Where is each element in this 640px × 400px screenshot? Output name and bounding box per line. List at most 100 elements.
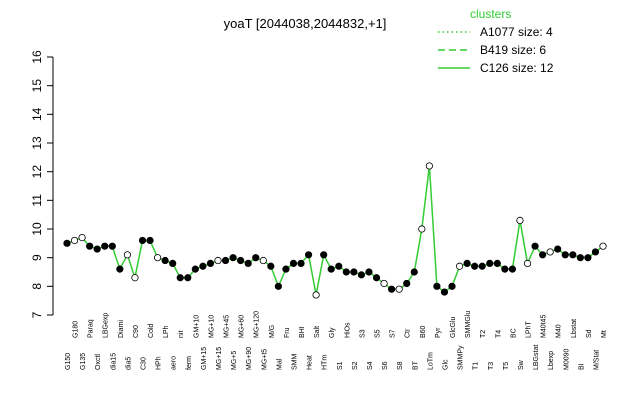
data-point bbox=[93, 245, 101, 253]
x-axis-labels: G150 G180 G135 Paraq Oxctl LBGexp dia15 Diami di… bbox=[65, 311, 608, 370]
data-point bbox=[455, 262, 464, 270]
x-tick-label: MG+t5 bbox=[261, 349, 268, 370]
data-point bbox=[131, 274, 139, 282]
x-tick-label: LBGexp bbox=[103, 313, 110, 338]
data-point bbox=[63, 239, 71, 247]
legend: clusters A1077 size: 4 B419 size: 6 C126 s… bbox=[438, 7, 554, 75]
x-tick-label: G150 bbox=[65, 353, 72, 370]
data-point bbox=[161, 256, 169, 265]
data-point bbox=[448, 282, 456, 290]
y-tick-label: 8 bbox=[30, 283, 44, 290]
x-tick-label: Glc bbox=[442, 359, 449, 370]
data-point bbox=[320, 251, 328, 259]
x-tick-label: S2 bbox=[352, 361, 359, 370]
data-point bbox=[372, 274, 381, 282]
data-point bbox=[123, 251, 131, 259]
data-point bbox=[486, 259, 494, 267]
data-point bbox=[229, 254, 237, 262]
x-tick-label: Heat bbox=[307, 355, 314, 370]
x-tick-label: G180 bbox=[73, 321, 80, 338]
x-tick-label: dia5 bbox=[125, 357, 132, 370]
x-tick-label: S3 bbox=[359, 329, 366, 338]
data-point bbox=[591, 248, 600, 256]
x-tick-label: Lbstat bbox=[571, 319, 578, 338]
data-point bbox=[561, 251, 569, 259]
x-tick-label: MG+15 bbox=[216, 347, 223, 370]
data-point bbox=[146, 236, 154, 245]
data-point bbox=[244, 259, 252, 267]
x-tick-label: dia15 bbox=[110, 353, 117, 370]
x-tick-label: B60 bbox=[420, 325, 427, 338]
x-tick-label: Lbexp bbox=[548, 351, 555, 370]
x-tick-label: T2 bbox=[480, 330, 487, 338]
x-tick-label: Oxctl bbox=[95, 354, 102, 370]
x-tick-label: SMMGlu bbox=[465, 311, 472, 338]
x-tick-label: HTm bbox=[322, 355, 329, 370]
data-point bbox=[350, 268, 358, 276]
y-axis: 7 8 9 10 11 12 13 14 15 16 bbox=[30, 50, 54, 318]
data-point bbox=[86, 242, 94, 250]
data-point bbox=[267, 262, 275, 270]
legend-label: C126 size: 12 bbox=[480, 61, 554, 75]
x-tick-label: MG+45 bbox=[224, 315, 231, 338]
data-point bbox=[478, 262, 486, 270]
data-point bbox=[252, 254, 260, 262]
y-tick-label: 14 bbox=[30, 107, 44, 121]
x-tick-label: T3 bbox=[488, 362, 495, 370]
data-point bbox=[584, 254, 592, 262]
data-point bbox=[531, 242, 539, 250]
data-point bbox=[335, 262, 343, 270]
x-tick-label: Cold bbox=[148, 323, 155, 338]
x-tick-label: MG+60 bbox=[239, 315, 246, 338]
x-tick-label: Salt bbox=[314, 326, 321, 338]
data-point bbox=[433, 282, 441, 290]
x-tick-label: Diami bbox=[118, 320, 125, 338]
x-tick-label: ferm bbox=[186, 356, 193, 370]
data-point bbox=[546, 248, 554, 256]
data-point bbox=[101, 242, 109, 250]
x-tick-label: Fru bbox=[284, 327, 291, 338]
data-point bbox=[554, 245, 562, 253]
data-point bbox=[365, 268, 373, 276]
x-tick-label: M40 bbox=[556, 324, 563, 338]
x-tick-label: GlcGlu bbox=[450, 317, 457, 339]
data-point bbox=[576, 254, 584, 262]
y-tick-label: 12 bbox=[30, 165, 44, 179]
data-point bbox=[357, 271, 366, 279]
data-point bbox=[214, 256, 222, 265]
data-point bbox=[169, 259, 177, 267]
data-point bbox=[471, 262, 479, 270]
x-tick-label: BC bbox=[510, 328, 517, 338]
x-tick-label: T1 bbox=[473, 362, 480, 370]
data-point bbox=[184, 274, 192, 282]
x-tick-label: Sd bbox=[586, 329, 593, 338]
data-point bbox=[289, 259, 298, 267]
x-tick-label: SMMPy bbox=[458, 345, 465, 370]
legend-label: A1077 size: 4 bbox=[480, 25, 553, 39]
legend-title: clusters bbox=[470, 7, 511, 21]
x-tick-label: GM+15 bbox=[201, 347, 208, 370]
x-tick-label: Gly bbox=[329, 327, 336, 338]
x-tick-label: MG+5 bbox=[231, 351, 238, 370]
x-tick-label: T4 bbox=[495, 330, 502, 338]
x-tick-label: M/G bbox=[269, 325, 276, 338]
data-point bbox=[380, 279, 388, 288]
data-point bbox=[176, 274, 184, 282]
series-line bbox=[66, 165, 604, 296]
x-tick-label: C90 bbox=[133, 325, 140, 338]
data-point bbox=[599, 242, 607, 250]
x-tick-label: HPh bbox=[156, 356, 163, 370]
x-tick-label: nit bbox=[178, 331, 185, 338]
y-tick-label: 16 bbox=[30, 50, 44, 64]
x-tick-label: M40t45 bbox=[541, 315, 548, 338]
data-point bbox=[259, 256, 267, 265]
x-tick-label: Paraq bbox=[88, 319, 95, 338]
x-tick-label: GM+10 bbox=[193, 315, 200, 338]
data-point bbox=[508, 265, 517, 273]
x-tick-label: Pyr bbox=[435, 327, 442, 338]
x-tick-label: Mal bbox=[276, 358, 283, 370]
data-point bbox=[501, 265, 509, 273]
x-tick-label: S8 bbox=[397, 361, 404, 370]
data-point bbox=[70, 236, 79, 245]
